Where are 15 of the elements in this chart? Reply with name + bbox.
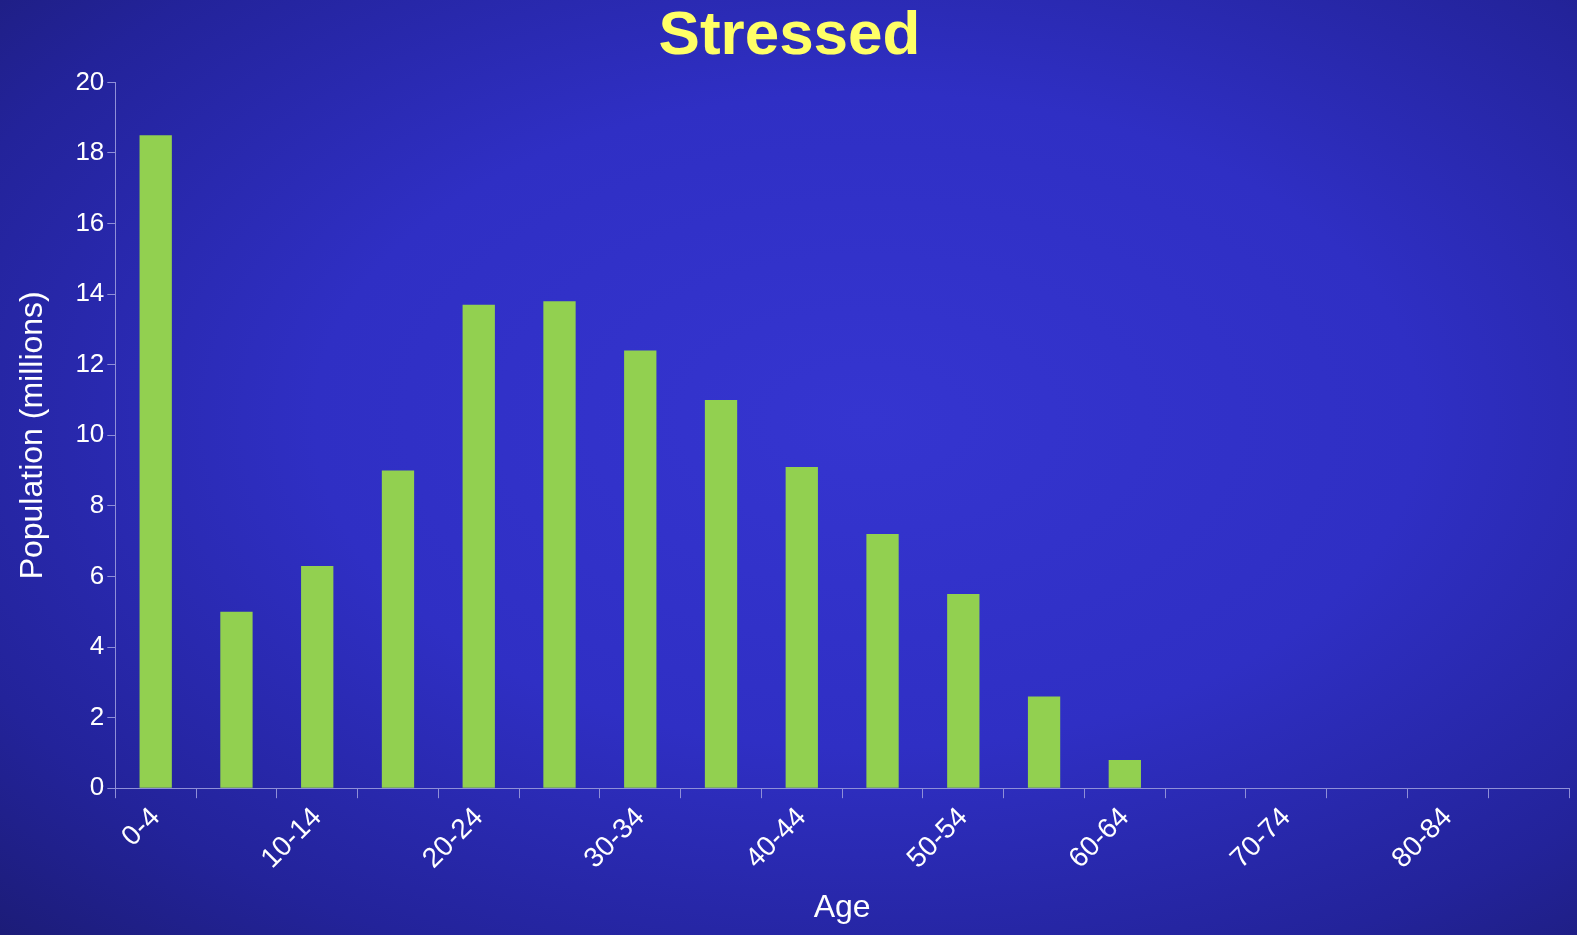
y-tick-label: 20 [75, 65, 105, 96]
y-tick-label: 4 [89, 630, 105, 661]
y-tick-label: 10 [75, 418, 105, 449]
y-tick-label: 0 [89, 771, 105, 802]
x-tick-label: 0-4 [114, 800, 166, 852]
y-tick-label: 18 [75, 136, 105, 167]
y-tick-label: 12 [75, 347, 105, 378]
y-tick-label: 2 [89, 700, 105, 731]
x-axis-title: Age [813, 887, 871, 924]
y-tick-label: 14 [75, 277, 105, 308]
y-tick-label: 16 [75, 206, 105, 237]
y-tick-label: 6 [89, 559, 105, 590]
y-tick-label: 8 [89, 489, 105, 520]
chart-title: Stressed [658, 0, 921, 68]
y-axis-title: Population (millions) [13, 291, 50, 580]
